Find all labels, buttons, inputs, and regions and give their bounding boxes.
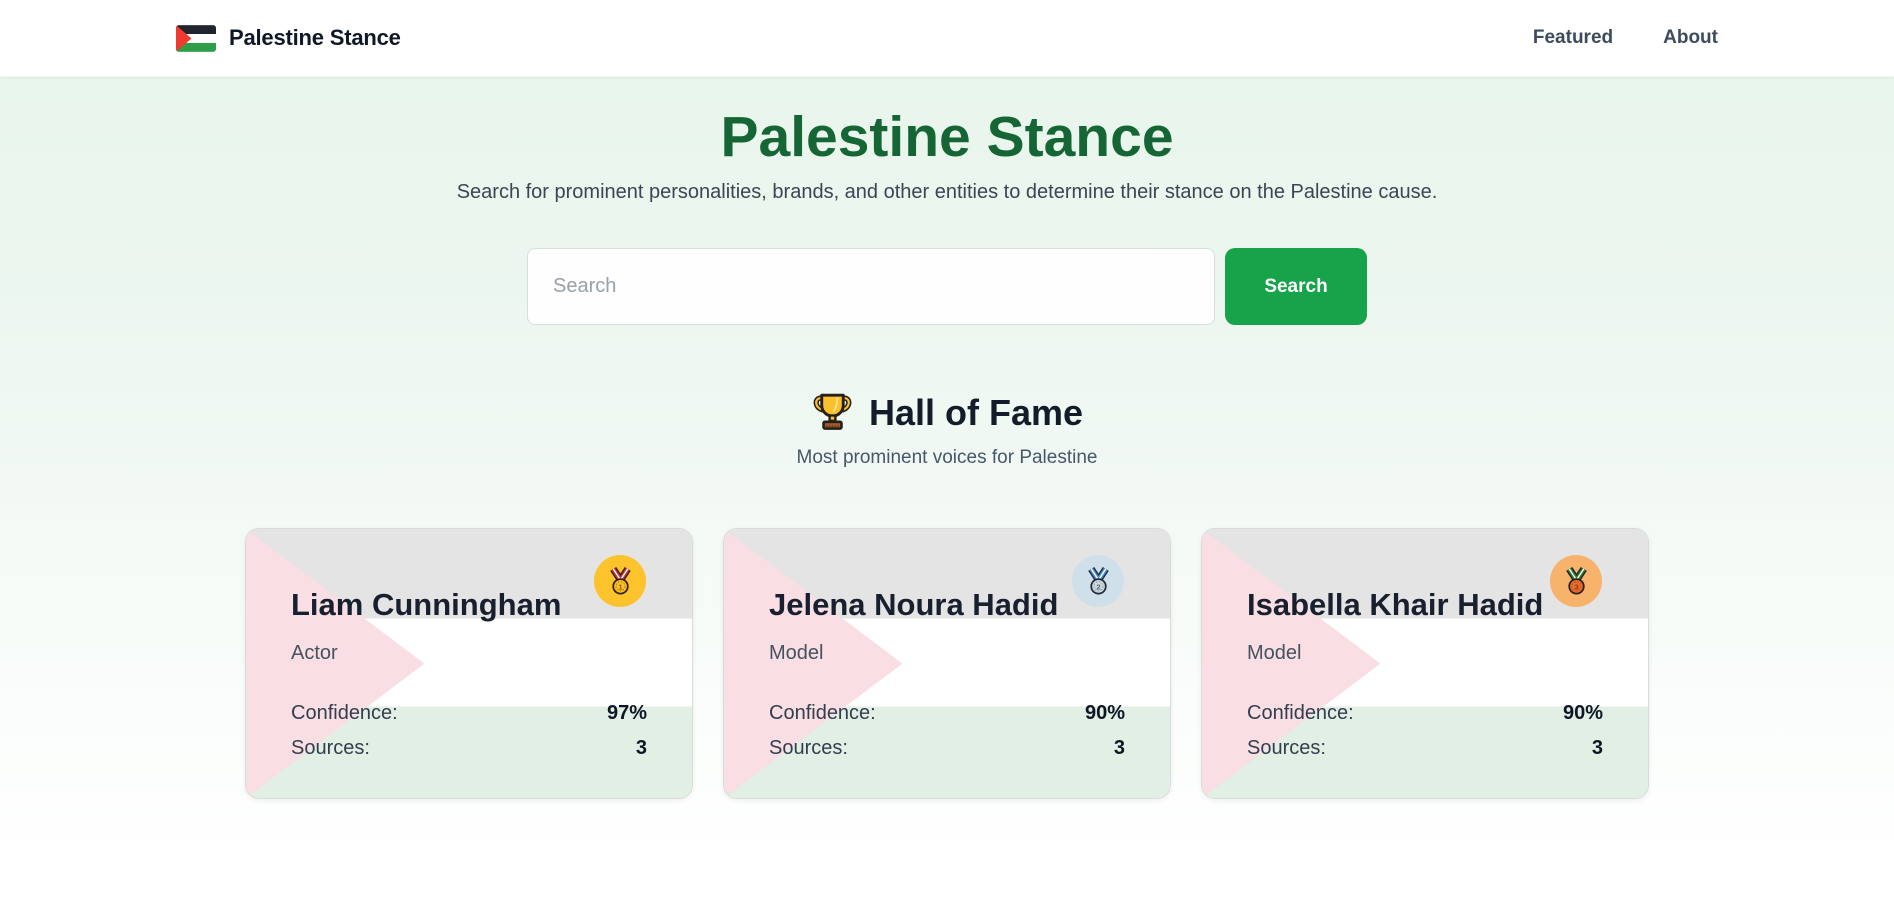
trophy-icon (813, 393, 852, 430)
entity-role: Actor (291, 642, 338, 665)
gold-medal-icon: 1 (609, 566, 631, 595)
card-content: Jelena Noura Hadid Model Confidence: 90%… (724, 529, 1170, 760)
svg-text:3: 3 (1574, 582, 1579, 591)
entity-card-isabella-khair-hadid[interactable]: 3 Isabella Khair Hadid Model Confidence:… (1201, 528, 1649, 800)
hall-of-fame-heading: Hall of Fame (0, 391, 1894, 434)
sources-row: Sources: 3 (1247, 737, 1603, 760)
brand-title: Palestine Stance (229, 25, 401, 50)
confidence-row: Confidence: 90% (1247, 702, 1603, 725)
page-subtitle: Search for prominent personalities, bran… (456, 181, 1438, 204)
search-button[interactable]: Search (1225, 248, 1367, 326)
svg-text:2: 2 (1096, 582, 1100, 591)
navbar: Palestine Stance Featured About (0, 0, 1894, 77)
card-content: Liam Cunningham Actor Confidence: 97% So… (246, 529, 692, 760)
entity-card-liam-cunningham[interactable]: 1 Liam Cunningham Actor Confidence: 97% … (245, 528, 693, 800)
confidence-label: Confidence: (769, 702, 876, 725)
confidence-value: 97% (606, 702, 647, 725)
nav-link-about[interactable]: About (1663, 27, 1718, 48)
entity-name: Jelena Noura Hadid (769, 587, 1059, 623)
card-content: Isabella Khair Hadid Model Confidence: 9… (1202, 529, 1648, 760)
svg-text:1: 1 (618, 582, 623, 591)
rank-badge: 2 (1072, 555, 1124, 608)
confidence-row: Confidence: 97% (291, 702, 647, 725)
bronze-medal-icon: 3 (1565, 566, 1587, 595)
confidence-value: 90% (1562, 702, 1603, 725)
rank-badge: 1 (594, 555, 646, 608)
palestine-flag-icon (176, 24, 216, 52)
rank-badge: 3 (1550, 555, 1602, 608)
search-input[interactable] (527, 248, 1215, 326)
hall-of-fame-cards: 1 Liam Cunningham Actor Confidence: 97% … (0, 528, 1894, 800)
main-content: Palestine Stance Search for prominent pe… (0, 77, 1894, 915)
entity-role: Model (1247, 642, 1302, 665)
confidence-value: 90% (1084, 702, 1125, 725)
entity-card-jelena-noura-hadid[interactable]: 2 Jelena Noura Hadid Model Confidence: 9… (723, 528, 1171, 800)
sources-label: Sources: (1247, 737, 1326, 760)
sources-label: Sources: (291, 737, 370, 760)
silver-medal-icon: 2 (1087, 566, 1109, 595)
nav-links: Featured About (1533, 27, 1718, 49)
entity-name: Isabella Khair Hadid (1247, 587, 1544, 623)
nav-link-featured[interactable]: Featured (1532, 27, 1614, 48)
sources-label: Sources: (769, 737, 848, 760)
sources-row: Sources: 3 (769, 737, 1125, 760)
confidence-row: Confidence: 90% (769, 702, 1125, 725)
entity-role: Model (769, 642, 824, 665)
hall-of-fame-subtitle: Most prominent voices for Palestine (796, 447, 1098, 469)
confidence-label: Confidence: (291, 702, 398, 725)
sources-value: 3 (1113, 737, 1125, 760)
confidence-label: Confidence: (1247, 702, 1354, 725)
sources-value: 3 (1591, 737, 1603, 760)
page-title: Palestine Stance (720, 105, 1174, 169)
brand-home-link[interactable]: Palestine Stance (176, 24, 401, 52)
hall-of-fame-title: Hall of Fame (868, 391, 1084, 433)
entity-name: Liam Cunningham (291, 587, 562, 623)
sources-value: 3 (635, 737, 647, 760)
sources-row: Sources: 3 (291, 737, 647, 760)
search-bar: Search (0, 248, 1894, 326)
